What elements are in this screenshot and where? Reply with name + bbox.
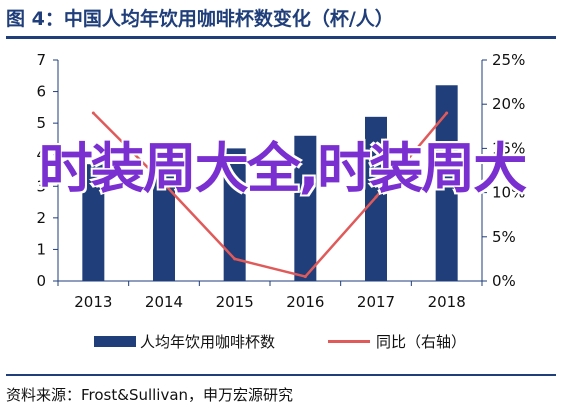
y-right-tick-label: 25%: [492, 51, 525, 69]
line-point: [162, 182, 166, 186]
bar: [153, 151, 175, 281]
y-left-tick-label: 3: [36, 177, 46, 195]
y-left-tick-label: 0: [36, 272, 46, 290]
bar: [223, 148, 246, 281]
title-rule: [6, 36, 556, 39]
legend-label-bar: 人均年饮用咖啡杯数: [140, 332, 276, 351]
y-left-tick-label: 7: [36, 51, 46, 69]
y-left-tick-label: 5: [36, 114, 46, 132]
y-right-tick-label: 0%: [492, 272, 516, 290]
legend-label-line: 同比（右轴）: [376, 332, 467, 351]
bar: [365, 116, 387, 281]
y-right-tick-label: 15%: [492, 139, 525, 157]
legend-item-bar: 人均年饮用咖啡杯数: [94, 328, 275, 354]
y-left-tick-label: 1: [36, 240, 46, 258]
line-point: [374, 195, 378, 199]
source-note: 资料来源：Frost&Sullivan，申万宏源研究: [6, 386, 294, 404]
x-tick-label: 2017: [357, 293, 395, 311]
y-right-tick-label: 10%: [492, 184, 525, 202]
y-right-tick-label: 20%: [492, 95, 525, 113]
line-point: [445, 111, 449, 115]
legend: 人均年饮用咖啡杯数 同比（右轴）: [0, 328, 566, 354]
footer-rule: [6, 374, 556, 376]
x-tick-label: 2015: [216, 293, 254, 311]
y-left-tick-label: 2: [36, 209, 46, 227]
y-left-tick-label: 4: [36, 146, 46, 164]
chart-title: 图 4：中国人均年饮用咖啡杯数变化（杯/人）: [6, 8, 394, 30]
x-tick-label: 2018: [428, 293, 466, 311]
x-tick-label: 2013: [74, 293, 112, 311]
line-point: [303, 275, 307, 279]
watermark-overlay: 时装周大全,时装周大: [38, 137, 528, 200]
dual-axis-chart: 0 1 2 3 4 5 6 7 0% 5% 10% 15% 20% 25% 2013 2014 2015 2016…: [36, 51, 525, 311]
y-left-tick-label: 6: [36, 83, 46, 101]
line-point: [233, 257, 237, 261]
bar: [435, 85, 458, 281]
x-tick-label: 2016: [286, 293, 324, 311]
bar: [82, 164, 105, 281]
y-right-tick-label: 5%: [492, 228, 516, 246]
bar: [294, 135, 317, 281]
series-line: [92, 112, 448, 278]
legend-swatch-line: [328, 339, 370, 343]
x-tick-label: 2014: [145, 293, 183, 311]
legend-item-line: 同比（右轴）: [328, 328, 466, 354]
legend-swatch-bar: [94, 335, 136, 347]
line-point: [91, 111, 95, 115]
